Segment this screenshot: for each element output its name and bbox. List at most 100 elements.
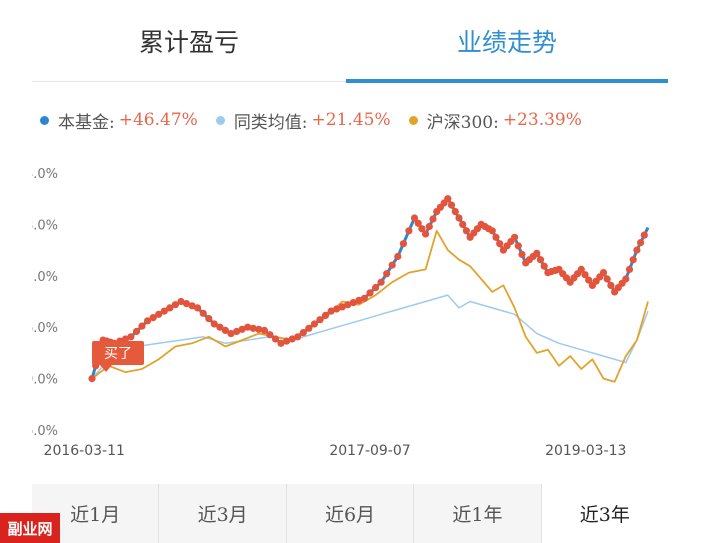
period-tab-1m[interactable]: 近1月 bbox=[32, 484, 160, 543]
index-series-line bbox=[91, 229, 649, 383]
trade-marker-point bbox=[488, 227, 496, 235]
trade-marker-point bbox=[177, 297, 185, 306]
tab-cumulative-pnl[interactable]: 累计盈亏 bbox=[138, 28, 239, 57]
trade-marker-point bbox=[492, 233, 500, 241]
trade-marker-point bbox=[585, 276, 593, 284]
trade-marker-point bbox=[388, 261, 396, 269]
trade-marker-point bbox=[271, 335, 280, 343]
trade-marker-point bbox=[399, 240, 407, 248]
chart-legend: 本基金: +46.47% 同类均值: +21.45% 沪深300: +23.39… bbox=[40, 108, 600, 133]
peer-dot-icon bbox=[215, 115, 225, 125]
trade-marker-point bbox=[210, 320, 218, 328]
trade-marker-point bbox=[622, 275, 630, 283]
trade-marker-point bbox=[255, 325, 263, 333]
trade-marker-point bbox=[360, 294, 368, 302]
legend-value-peer: +21.45% bbox=[311, 110, 391, 130]
trade-marker-point bbox=[577, 265, 585, 273]
trade-marker-point bbox=[188, 302, 196, 310]
index-dot-icon bbox=[408, 115, 418, 125]
y-tick-label: 48.0% bbox=[32, 218, 58, 233]
trade-marker-point bbox=[366, 289, 374, 297]
period-tab-bar: 近1月 近3月 近6月 近1年 近3年 bbox=[32, 484, 669, 543]
trade-marker-point bbox=[88, 375, 96, 383]
trade-marker-point bbox=[244, 323, 252, 331]
trade-marker-point bbox=[377, 278, 385, 286]
trade-marker-point bbox=[127, 333, 135, 341]
x-tick-label: 2016-03-11 bbox=[44, 443, 125, 459]
trade-marker-point bbox=[182, 300, 191, 308]
trade-marker-point bbox=[462, 227, 470, 235]
y-tick-label: -16.0% bbox=[32, 424, 58, 439]
trade-marker-point bbox=[447, 201, 456, 209]
y-tick-label: 0.0% bbox=[32, 373, 58, 388]
trade-marker-point bbox=[637, 239, 645, 247]
trade-marker-point bbox=[149, 314, 157, 322]
trade-marker-point bbox=[344, 301, 352, 309]
legend-label-fund: 本基金: bbox=[58, 112, 115, 133]
period-tab-1y[interactable]: 近1年 bbox=[414, 484, 542, 543]
trade-marker-point bbox=[171, 301, 179, 309]
legend-label-peer: 同类均值: bbox=[233, 112, 308, 133]
fund-series-line bbox=[90, 197, 650, 380]
tab-performance-trend[interactable]: 业绩走势 bbox=[456, 28, 557, 57]
trade-marker-point bbox=[216, 323, 224, 331]
peer-series-line bbox=[91, 294, 649, 380]
legend-item-peer: 同类均值: +21.45% bbox=[215, 108, 391, 133]
trade-marker-point bbox=[405, 227, 413, 235]
active-tab-indicator bbox=[346, 79, 668, 83]
trade-marker-point bbox=[536, 256, 545, 264]
trade-marker-point bbox=[625, 265, 634, 273]
trade-marker-point bbox=[372, 284, 380, 292]
trade-marker-point bbox=[444, 195, 452, 203]
y-tick-label: 32.0% bbox=[32, 270, 58, 285]
trade-marker-point bbox=[321, 311, 330, 319]
trade-marker-point bbox=[383, 270, 391, 278]
trade-marker-point bbox=[633, 246, 641, 254]
trade-marker-point bbox=[305, 324, 313, 332]
legend-value-index: +23.39% bbox=[502, 110, 582, 130]
trade-marker-point bbox=[288, 335, 296, 343]
trade-marker-point bbox=[422, 230, 430, 238]
legend-label-index: 沪深300: bbox=[426, 112, 499, 133]
trade-marker-point bbox=[299, 329, 307, 337]
buy-marker-tag: 买了 bbox=[92, 341, 144, 372]
watermark-logo: 副业网 bbox=[0, 513, 60, 543]
trade-marker-point bbox=[227, 330, 235, 338]
trade-marker-point bbox=[418, 225, 426, 233]
trade-marker-point bbox=[640, 231, 648, 239]
trade-marker-point bbox=[414, 219, 422, 227]
trade-marker-point bbox=[355, 296, 363, 304]
trade-marker-point bbox=[333, 305, 341, 313]
period-tab-3m[interactable]: 近3月 bbox=[159, 484, 287, 543]
trade-marker-point bbox=[451, 208, 459, 216]
trade-marker-point bbox=[166, 304, 174, 312]
legend-value-fund: +46.47% bbox=[118, 110, 198, 130]
period-tab-6m[interactable]: 近6月 bbox=[287, 484, 415, 543]
trade-marker-point bbox=[603, 275, 611, 283]
trade-marker-point bbox=[294, 333, 302, 341]
legend-item-fund: 本基金: +46.47% bbox=[40, 108, 198, 133]
trade-marker-point bbox=[327, 307, 335, 315]
trade-marker-point bbox=[429, 215, 437, 223]
trade-marker-point bbox=[394, 252, 402, 261]
trade-marker-point bbox=[238, 325, 246, 333]
x-tick-label: 2019-03-13 bbox=[545, 443, 626, 459]
trade-marker-point bbox=[338, 303, 346, 311]
y-tick-label: 64.0% bbox=[32, 167, 58, 182]
trade-marker-point bbox=[496, 240, 504, 248]
trade-marker-point bbox=[607, 281, 615, 289]
period-tab-3y[interactable]: 近3年 bbox=[541, 484, 669, 543]
trade-marker-point bbox=[540, 262, 548, 270]
trade-marker-point bbox=[132, 327, 141, 336]
trade-marker-point bbox=[144, 317, 152, 325]
trade-marker-point bbox=[155, 310, 163, 318]
trade-marker-point bbox=[514, 242, 522, 250]
trade-marker-point bbox=[138, 322, 146, 330]
trade-marker-point bbox=[205, 315, 213, 323]
trade-marker-point bbox=[199, 309, 207, 317]
trade-marker-point bbox=[121, 335, 129, 343]
trade-marker-point bbox=[233, 327, 241, 336]
trade-marker-point bbox=[629, 256, 637, 264]
trade-marker-point bbox=[518, 250, 526, 258]
x-tick-label: 2017-09-07 bbox=[329, 443, 410, 459]
